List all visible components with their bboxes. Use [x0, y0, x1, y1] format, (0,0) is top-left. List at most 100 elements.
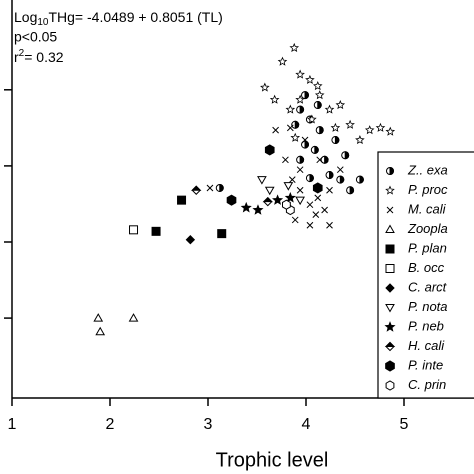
marker	[314, 90, 325, 100]
marker-shape	[291, 216, 299, 224]
legend: Z.. exa P. proc M. cali Zoopla P. plan B. occ…	[384, 162, 448, 392]
marker	[385, 264, 395, 273]
marker-shape	[324, 104, 335, 114]
x-tick-label: 4	[302, 416, 311, 433]
marker-shape	[307, 114, 317, 124]
marker-shape	[284, 192, 296, 203]
marker-shape	[93, 313, 104, 322]
marker-shape	[286, 124, 294, 132]
marker-shape	[339, 175, 345, 184]
legend-item: Zoopla	[385, 221, 448, 236]
marker	[320, 155, 329, 164]
r-squared: r2= 0.32	[14, 48, 64, 65]
legend-item: H. cali	[384, 338, 445, 353]
marker-shape	[312, 80, 323, 91]
marker	[288, 176, 296, 183]
p-value: p<0.05	[14, 29, 57, 45]
marker-shape	[324, 155, 329, 164]
marker-shape	[299, 155, 305, 164]
marker-shape	[191, 185, 202, 191]
marker-shape	[257, 176, 267, 185]
marker-shape	[385, 264, 395, 273]
marker-shape	[329, 171, 334, 180]
marker	[128, 313, 139, 322]
legend-label: P. nota	[408, 299, 448, 314]
legend-item: P. proc	[385, 182, 448, 197]
marker	[95, 326, 106, 336]
marker	[296, 155, 305, 164]
marker-shape	[285, 104, 296, 114]
marker	[341, 151, 350, 160]
marker-shape	[326, 221, 333, 229]
marker	[217, 229, 227, 239]
marker-shape	[314, 194, 322, 202]
marker	[385, 304, 395, 313]
legend-label: M. cali	[408, 201, 447, 216]
marker-shape	[95, 326, 106, 336]
marker	[295, 94, 305, 104]
marker-shape	[128, 313, 139, 322]
marker	[385, 283, 395, 293]
marker	[285, 104, 296, 114]
x-tick-label: 1	[8, 416, 17, 433]
marker-shape	[344, 151, 350, 160]
marker	[296, 186, 304, 194]
marker-shape	[317, 101, 322, 110]
marker-shape	[295, 94, 305, 104]
marker	[301, 91, 310, 100]
marker-shape	[385, 304, 395, 313]
marker-shape	[290, 132, 301, 142]
marker-shape	[306, 201, 314, 209]
marker-shape	[272, 194, 284, 205]
r2-rest: = 0.32	[24, 49, 64, 65]
marker	[364, 125, 375, 135]
marker	[151, 226, 161, 236]
marker	[240, 201, 252, 213]
marker	[269, 94, 280, 104]
marker-shape	[384, 341, 396, 347]
marker	[284, 192, 296, 203]
r2-sup: 2	[19, 48, 25, 59]
marker-shape	[319, 126, 324, 135]
legend-item: B. occ	[385, 260, 445, 275]
legend-item: P. plan	[385, 240, 447, 255]
legend-box	[377, 151, 474, 399]
equation-prefix: Log	[14, 9, 37, 25]
legend-label: P. plan	[408, 240, 447, 255]
marker	[301, 136, 309, 144]
marker	[307, 114, 317, 124]
x-tick-label: 3	[204, 416, 213, 433]
marker	[306, 221, 314, 229]
marker	[355, 134, 365, 145]
marker	[272, 126, 279, 134]
marker	[291, 120, 300, 129]
marker-shape	[272, 126, 279, 134]
marker	[326, 186, 333, 194]
marker-shape	[385, 126, 396, 136]
marker	[355, 175, 364, 184]
legend-label: P. proc	[408, 182, 448, 197]
marker	[386, 206, 394, 214]
marker	[260, 82, 270, 92]
marker	[312, 80, 323, 91]
marker	[264, 144, 275, 156]
legend-label: C. arct	[408, 279, 448, 294]
marker-shape	[385, 224, 395, 233]
equation-sub: 10	[37, 17, 49, 28]
marker	[385, 224, 395, 233]
marker-shape	[129, 225, 139, 235]
marker	[93, 313, 104, 322]
marker-shape	[288, 176, 296, 183]
legend-item: M. cali	[386, 201, 447, 216]
legend-label: P. inte	[408, 357, 443, 372]
marker	[336, 175, 345, 184]
legend-item: Z.. exa	[386, 162, 448, 177]
marker-shape	[385, 360, 395, 372]
marker-shape	[304, 91, 310, 100]
marker	[312, 211, 320, 218]
marker	[272, 194, 284, 205]
marker-shape	[305, 74, 315, 84]
marker	[305, 174, 314, 183]
marker-shape	[262, 196, 273, 203]
